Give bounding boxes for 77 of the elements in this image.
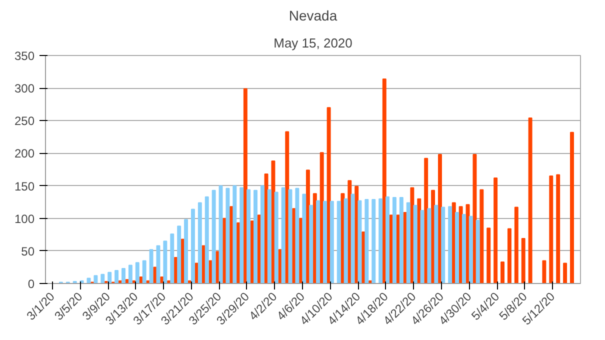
bar [344,198,348,284]
bar [500,262,504,284]
bar [94,275,98,284]
bar [309,204,314,284]
y-tick-label: 200 [14,146,35,161]
y-tick-label: 250 [14,114,35,128]
bar [462,214,466,284]
bar [448,206,452,284]
bar [212,190,216,284]
bar [378,198,383,284]
bar [350,194,355,284]
bar [358,200,362,284]
bar [382,78,386,284]
bar [177,226,182,284]
bar [295,188,300,284]
bar [563,262,568,284]
bar [514,206,518,284]
bar [392,197,396,284]
bar [434,204,438,284]
bar [441,206,446,284]
bar [240,187,244,284]
bar [316,200,320,284]
chart-title: Nevada [288,8,338,24]
bar [323,200,327,284]
bar [204,196,209,284]
y-tick-label: 50 [21,244,35,258]
bar [542,260,546,284]
bar [302,194,306,284]
bar [260,185,264,284]
bar [156,245,160,284]
bar [413,204,418,284]
bar [399,197,404,284]
bar [100,274,105,284]
bar [364,198,369,284]
y-tick-label: 350 [14,49,35,63]
bar [114,270,119,284]
bar [476,220,480,284]
bar [128,264,132,284]
bar [494,177,498,284]
bar [372,198,376,284]
bar [122,268,126,284]
y-tick-label: 100 [14,212,35,226]
bar [427,208,432,284]
bar [246,189,251,284]
bar [330,200,334,284]
bar [556,174,560,284]
bar [198,202,202,284]
bar [281,187,286,284]
bar [142,260,146,284]
y-tick-label: 150 [14,179,35,194]
bar [406,202,410,284]
bar [507,228,512,284]
bar [149,249,154,284]
bar [480,189,484,284]
bar [254,190,258,284]
bar [232,185,237,284]
bar [570,132,574,284]
bar [267,189,272,284]
bar [486,228,491,284]
bar [226,188,230,284]
bar [184,219,188,284]
chart-subtitle: May 15, 2020 [274,36,352,50]
bar [521,238,526,284]
bar [336,200,341,284]
bar [108,272,112,284]
bar [135,262,140,284]
bar [274,192,278,284]
y-tick-label: 300 [14,82,35,96]
y-tick-label: 0 [28,277,35,291]
bar [528,118,532,284]
bar [468,216,473,284]
bar [455,212,459,284]
bar [386,196,390,284]
bar [170,233,174,284]
bar [163,240,168,284]
bar [549,176,554,284]
bar [190,208,195,284]
